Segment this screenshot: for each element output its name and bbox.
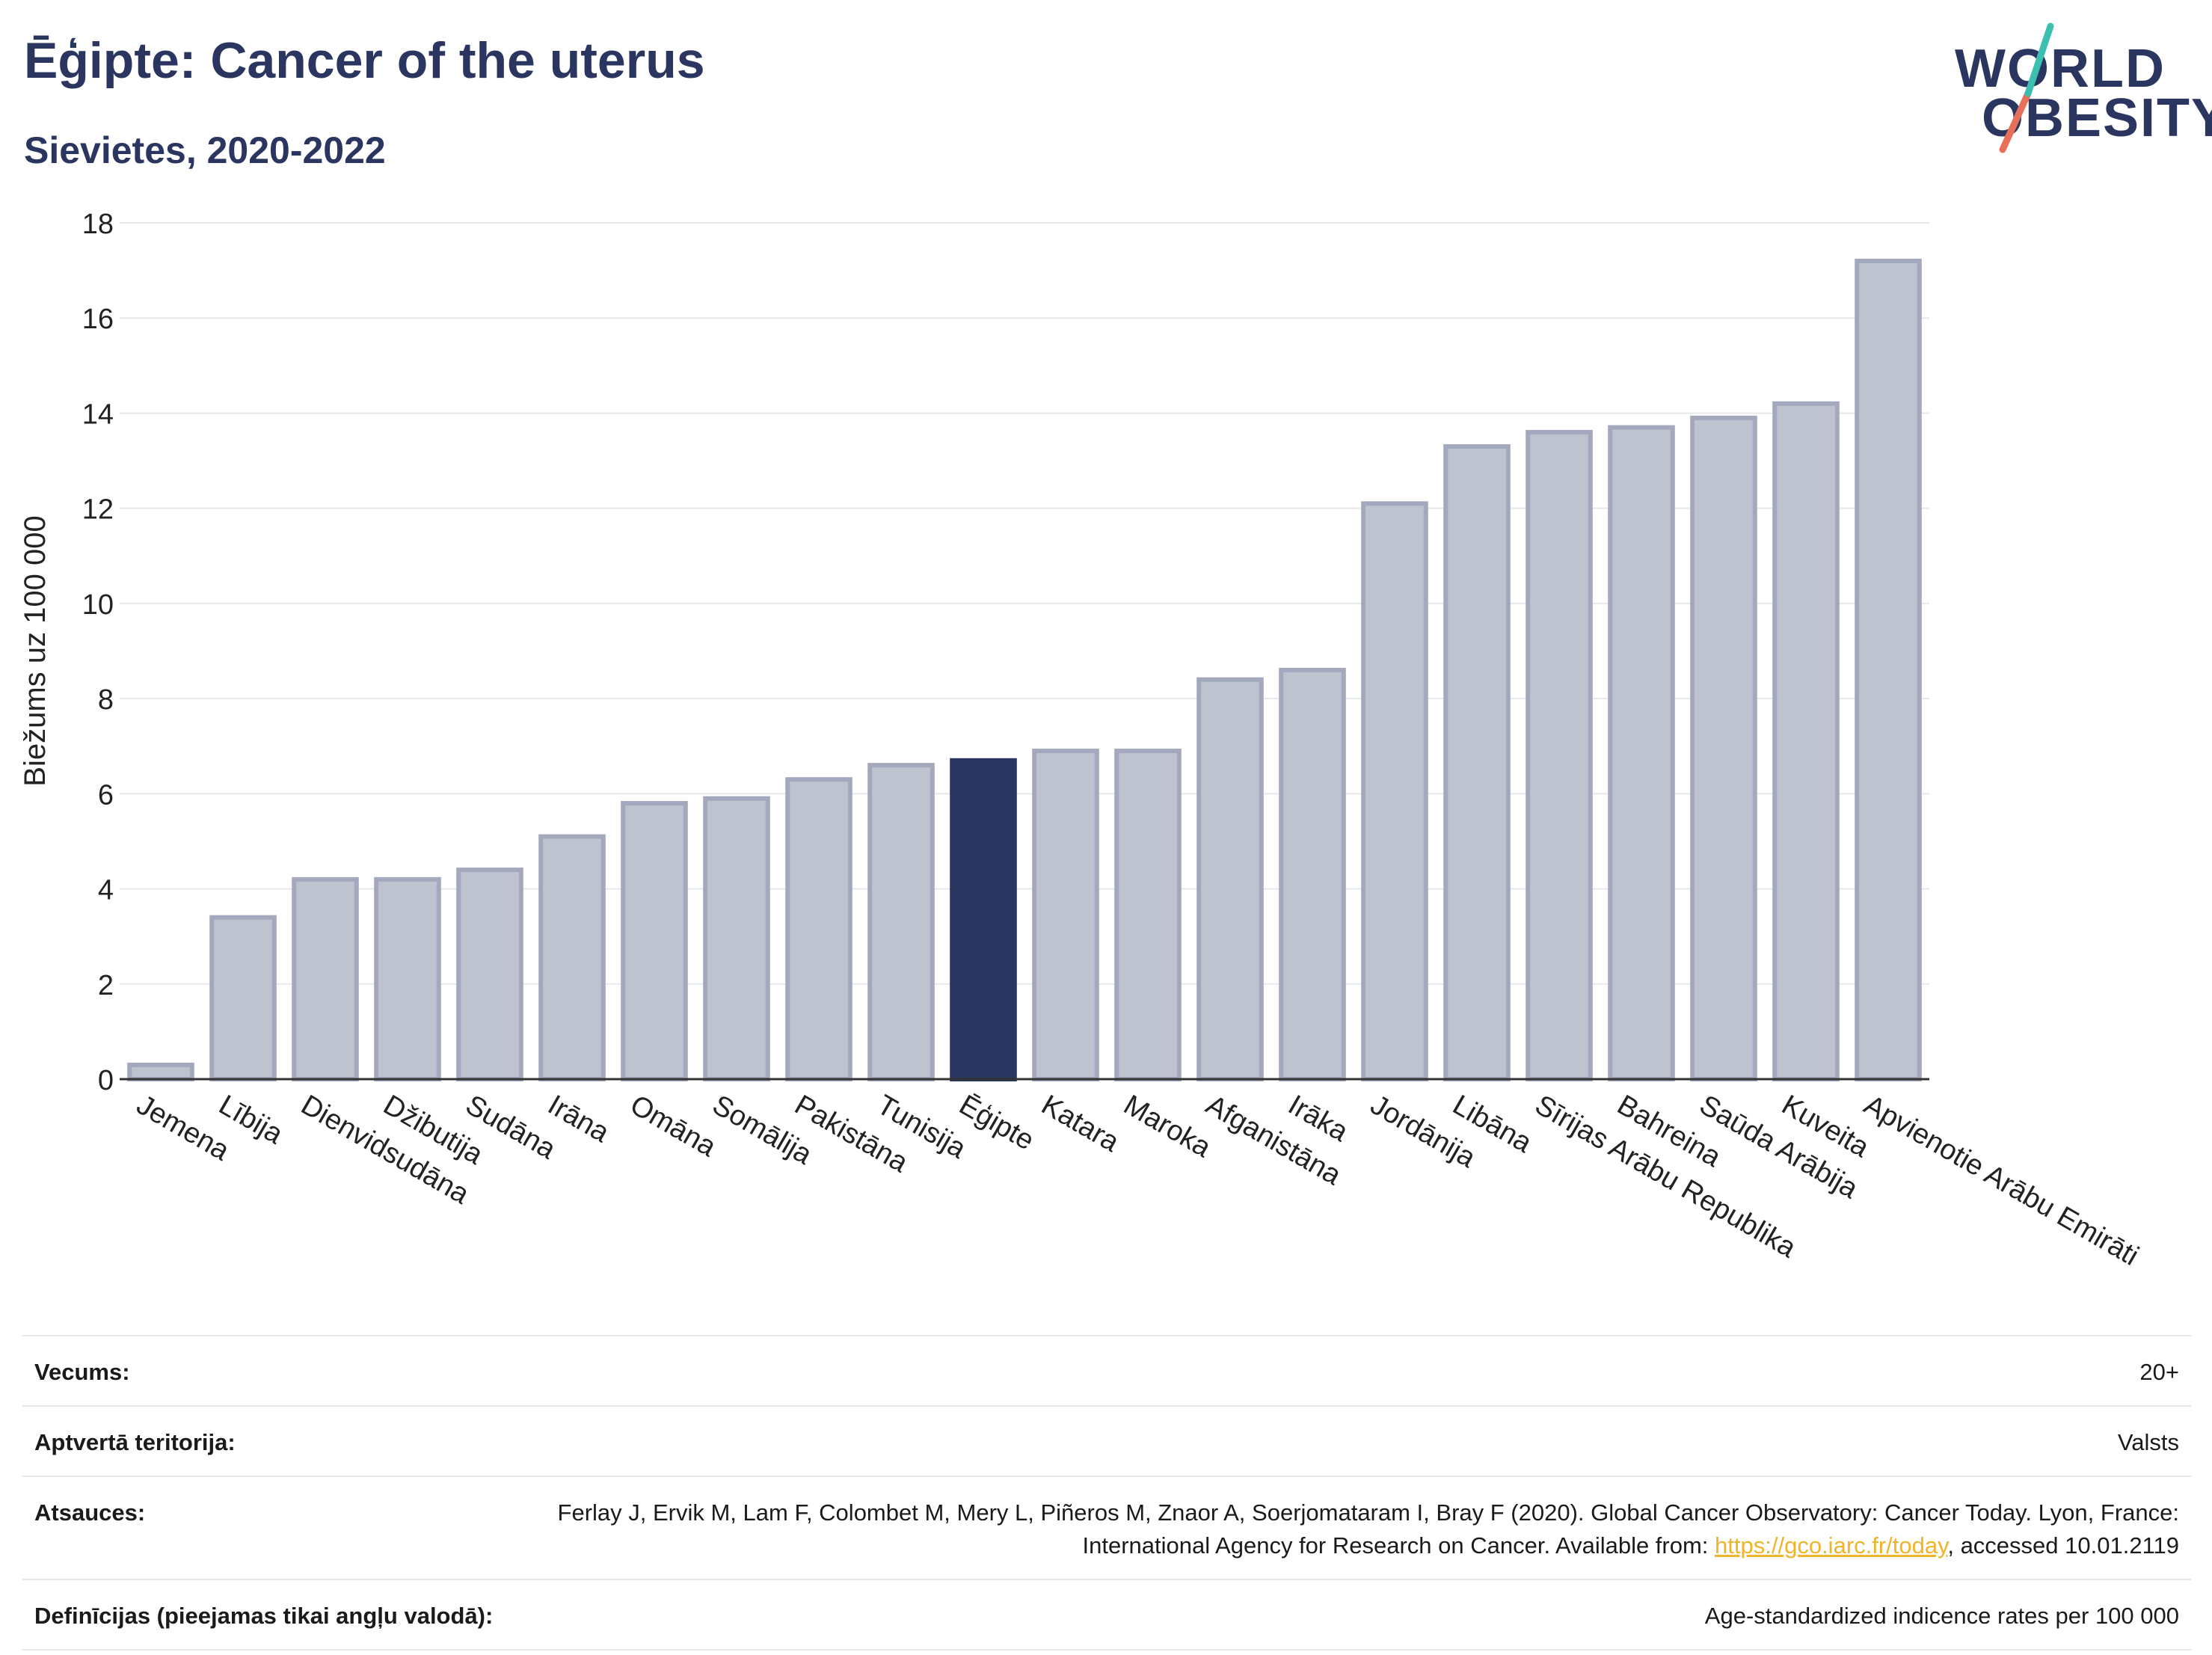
bar <box>1361 501 1428 1081</box>
x-tick-label: Omāna <box>625 1089 722 1163</box>
bars <box>127 258 1922 1082</box>
territory-label: Aptvertā teritorija: <box>34 1429 236 1455</box>
y-tick-labels: 0 2 4 6 8 10 12 14 16 18 <box>82 209 114 1096</box>
definitions-label: Definīcijas (pieejamas tikai angļu valod… <box>34 1603 494 1629</box>
references-text-end: , accessed 10.01.2119 <box>1947 1532 2179 1559</box>
references-label: Atsauces: <box>34 1499 146 1526</box>
age-value: 20+ <box>2139 1359 2179 1385</box>
bar <box>292 876 359 1081</box>
territory-value: Valsts <box>2117 1429 2179 1455</box>
bar <box>127 1062 194 1081</box>
references-text: Ferlay J, Ervik M, Lam F, Colombet M, Me… <box>557 1499 2179 1559</box>
bar <box>1032 749 1099 1081</box>
info-row-territory: Aptvertā teritorija: Valsts <box>22 1407 2191 1477</box>
bar <box>1526 429 1593 1081</box>
world-obesity-logo: WORLD OBESITY <box>1944 19 2212 161</box>
bar <box>703 796 770 1081</box>
x-tick-label: Ēģipte <box>954 1089 1039 1156</box>
y-tick-label: 0 <box>98 1065 114 1096</box>
bar <box>1114 749 1182 1081</box>
definitions-value: Age-standardized indicence rates per 100… <box>1704 1603 2179 1629</box>
bar <box>950 758 1017 1081</box>
info-row-age: Vecums: 20+ <box>22 1336 2191 1407</box>
bar <box>785 777 852 1081</box>
bar <box>1443 443 1511 1081</box>
age-label: Vecums: <box>34 1359 130 1385</box>
x-tick-label: Katara <box>1036 1089 1125 1158</box>
y-axis-label: Biežums uz 100 000 <box>19 515 52 786</box>
bar <box>1690 415 1757 1081</box>
bar <box>456 868 523 1081</box>
bar <box>374 876 441 1081</box>
bar <box>621 801 688 1081</box>
bar <box>1279 667 1346 1081</box>
y-tick-label: 14 <box>82 399 114 430</box>
y-tick-label: 2 <box>98 970 114 1001</box>
x-tick-label: Maroka <box>1119 1089 1217 1164</box>
bar <box>1196 677 1264 1081</box>
logo-line-1: WORLD <box>1955 39 2166 99</box>
info-row-references: Atsauces: Ferlay J, Ervik M, Lam F, Colo… <box>22 1477 2191 1580</box>
y-tick-label: 8 <box>98 684 114 716</box>
info-row-definitions: Definīcijas (pieejamas tikai angļu valod… <box>22 1580 2191 1651</box>
info-table: Vecums: 20+ Aptvertā teritorija: Valsts … <box>22 1335 2191 1651</box>
references-value: Ferlay J, Ervik M, Lam F, Colombet M, Me… <box>497 1496 2179 1562</box>
x-tick-label: Jemena <box>132 1089 236 1167</box>
x-tick-label: Apvienotie Arābu Emirāti <box>1859 1089 2144 1271</box>
bar <box>1608 425 1675 1081</box>
y-tick-label: 16 <box>82 304 114 335</box>
references-link[interactable]: https://gco.iarc.fr/today <box>1715 1532 1948 1559</box>
bar <box>538 834 606 1081</box>
bar <box>1855 258 1922 1081</box>
y-tick-label: 4 <box>98 875 114 906</box>
y-tick-label: 6 <box>98 779 114 811</box>
bar <box>1772 401 1840 1081</box>
y-tick-label: 12 <box>82 494 114 526</box>
bar <box>867 763 935 1082</box>
page-subtitle: Sievietes, 2020-2022 <box>24 129 386 171</box>
bar <box>209 915 277 1081</box>
logo-slash-icon <box>1999 22 2054 153</box>
y-tick-label: 10 <box>82 589 114 621</box>
y-tick-label: 18 <box>82 209 114 240</box>
page-title: Ēģipte: Cancer of the uterus <box>24 32 705 89</box>
